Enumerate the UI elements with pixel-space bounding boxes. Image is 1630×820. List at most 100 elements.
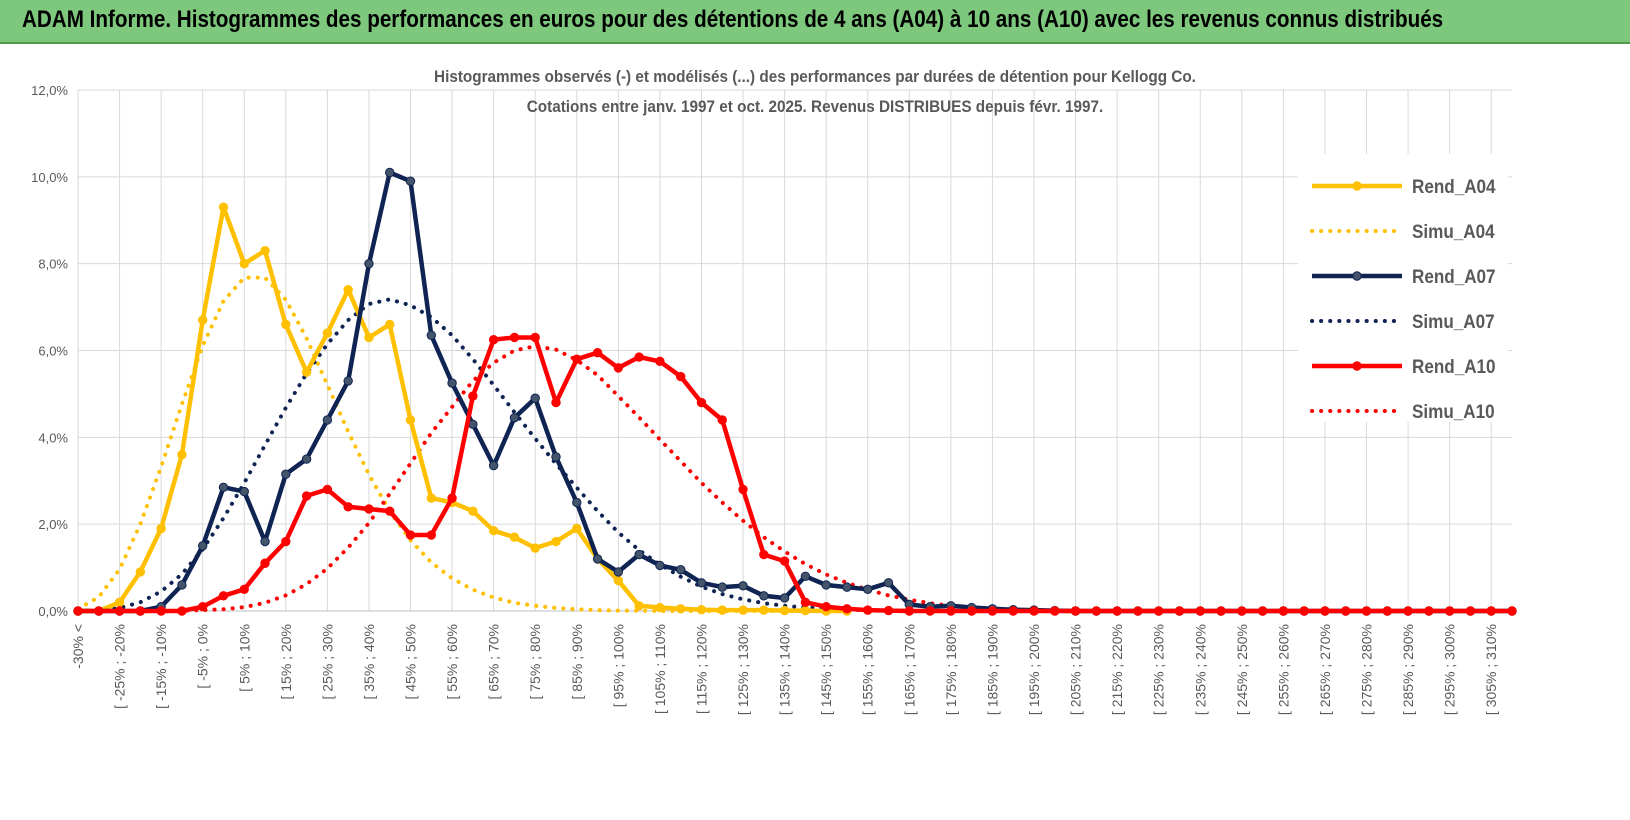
legend-item-Rend_A04: Rend_A04 — [1312, 176, 1496, 197]
point-Rend_A04 — [779, 605, 790, 616]
point-Rend_A10 — [197, 601, 208, 612]
point-Rend_A10 — [1112, 606, 1122, 616]
point-Rend_A04 — [322, 328, 333, 338]
point-Rend_A10 — [800, 597, 811, 608]
x-tick-label: [ 265% ; 270% — [1317, 624, 1333, 715]
x-tick-label: [ 85% ; 90% — [569, 624, 585, 700]
point-Rend_A10 — [1174, 606, 1185, 616]
x-tick-label: [ 155% ; 160% — [860, 624, 876, 715]
point-Rend_A10 — [301, 491, 312, 501]
point-Rend_A10 — [634, 352, 644, 362]
point-Rend_A10 — [1320, 606, 1330, 616]
x-tick-label: [ 55% ; 60% — [444, 624, 460, 700]
point-Rend_A07 — [634, 549, 644, 560]
x-tick-label: [ 65% ; 70% — [486, 624, 502, 700]
point-Rend_A04 — [509, 532, 520, 542]
point-Rend_A04 — [717, 605, 727, 615]
point-Rend_A10 — [1465, 606, 1476, 616]
point-Rend_A04 — [385, 319, 395, 330]
point-Rend_A04 — [530, 543, 540, 553]
point-Rend_A10 — [1008, 606, 1018, 616]
legend-label: Rend_A10 — [1412, 356, 1496, 377]
point-Rend_A10 — [239, 584, 249, 594]
point-Rend_A10 — [1091, 606, 1102, 616]
series-Simu_A07 — [76, 297, 1514, 613]
x-tick-label: -30% < — [70, 624, 86, 669]
point-Rend_A10 — [1444, 606, 1455, 616]
point-Rend_A04 — [468, 506, 478, 516]
x-tick-label: [ 45% ; 50% — [403, 624, 419, 700]
point-Rend_A07 — [717, 582, 727, 592]
point-Rend_A04 — [675, 604, 686, 614]
x-tick-label: [ 235% ; 240% — [1192, 624, 1208, 715]
point-Rend_A10 — [842, 604, 852, 614]
point-Rend_A10 — [821, 601, 831, 612]
y-tick-label: 6,0% — [38, 344, 68, 359]
performance-histogram-chart: 0,0% 2,0% 4,0% 6,0% 8,0% 10,0% 12,0% -30% < [ -… — [0, 44, 1630, 815]
series-line-Rend_A10 — [78, 335, 1512, 614]
point-Rend_A10 — [1070, 606, 1081, 616]
point-Rend_A07 — [385, 167, 395, 178]
point-Rend_A10 — [1153, 606, 1164, 616]
point-Rend_A07 — [322, 415, 333, 425]
point-Rend_A07 — [592, 554, 603, 564]
point-Rend_A04 — [426, 493, 437, 503]
x-tick-label: [ 5% ; 10% — [236, 624, 252, 692]
point-Rend_A07 — [821, 580, 831, 590]
legend-item-Simu_A04: Simu_A04 — [1310, 221, 1495, 242]
y-tick-label: 10,0% — [31, 170, 68, 185]
point-Rend_A10 — [114, 606, 125, 616]
point-Rend_A10 — [447, 493, 457, 503]
point-Rend_A10 — [1050, 606, 1060, 616]
point-Rend_A07 — [800, 571, 811, 581]
x-tick-label: [ 285% ; 290% — [1400, 624, 1416, 715]
x-tick-label: [ 135% ; 140% — [777, 624, 793, 715]
point-Rend_A10 — [572, 354, 582, 364]
point-Rend_A04 — [364, 332, 374, 343]
point-Rend_A07 — [218, 482, 229, 492]
point-Rend_A04 — [655, 602, 665, 613]
x-tick-label: [ 215% ; 220% — [1109, 624, 1125, 715]
legend-label: Simu_A10 — [1412, 401, 1495, 422]
page-title: ADAM Informe. Histogrammes des performan… — [22, 6, 1444, 33]
legend-marker — [1352, 361, 1362, 371]
y-tick-label: 0,0% — [38, 604, 68, 619]
point-Rend_A10 — [696, 397, 707, 408]
point-Rend_A10 — [883, 605, 894, 616]
y-tick-label: 4,0% — [38, 430, 68, 445]
x-tick-label: [ 25% ; 30% — [319, 624, 335, 700]
y-tick-label: 12,0% — [31, 83, 68, 98]
point-Rend_A10 — [987, 606, 998, 616]
point-Rend_A07 — [177, 580, 187, 590]
point-Rend_A10 — [738, 484, 748, 495]
point-Rend_A04 — [114, 597, 125, 608]
x-tick-label: [ -5% ; 0% — [195, 624, 211, 689]
point-Rend_A04 — [135, 567, 146, 577]
chart-subtitle: Cotations entre janv. 1997 et oct. 2025.… — [527, 97, 1104, 116]
legend-item-Simu_A10: Simu_A10 — [1310, 401, 1495, 422]
point-Rend_A07 — [260, 536, 270, 547]
x-tick-label: [ 15% ; 20% — [278, 624, 294, 700]
legend-label: Rend_A07 — [1412, 266, 1496, 287]
point-Rend_A04 — [281, 319, 291, 330]
x-tick-label: [ 175% ; 180% — [943, 624, 959, 715]
x-tick-label: [ -25% ; -20% — [112, 624, 128, 709]
point-Rend_A04 — [572, 523, 582, 534]
point-Rend_A10 — [675, 371, 686, 382]
point-Rend_A04 — [343, 285, 353, 295]
point-Rend_A10 — [322, 484, 333, 495]
point-Rend_A07 — [364, 258, 374, 269]
point-Rend_A10 — [364, 504, 374, 514]
point-Rend_A10 — [1507, 606, 1517, 616]
point-Rend_A10 — [717, 415, 727, 425]
point-Rend_A07 — [863, 584, 873, 594]
point-Rend_A04 — [696, 604, 707, 615]
point-Rend_A04 — [800, 605, 811, 616]
point-Rend_A10 — [1257, 606, 1268, 616]
point-Rend_A07 — [551, 452, 561, 462]
point-Rend_A04 — [613, 575, 624, 586]
point-Rend_A07 — [509, 413, 520, 423]
point-Rend_A10 — [551, 397, 561, 408]
point-Rend_A04 — [759, 605, 769, 615]
point-Rend_A10 — [1195, 606, 1205, 616]
